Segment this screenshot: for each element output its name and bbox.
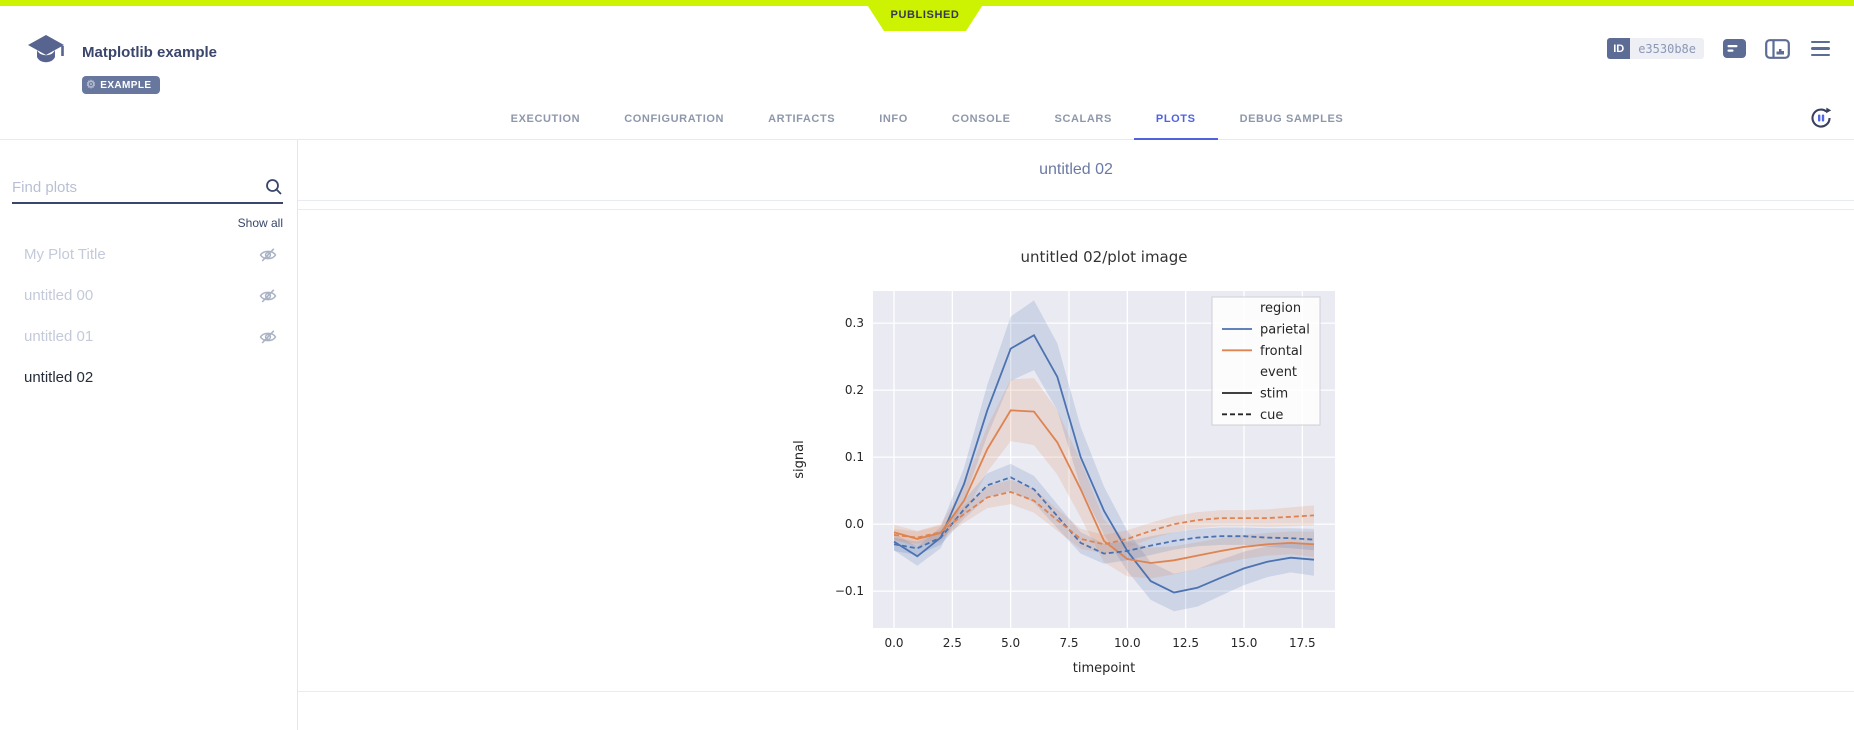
svg-text:5.0: 5.0 [1001,636,1020,650]
svg-text:timepoint: timepoint [1073,661,1136,676]
tab-label: PLOTS [1155,113,1196,125]
tab-label: INFO [879,113,908,125]
published-badge: PUBLISHED [864,0,986,31]
experiment-type-icon [26,33,66,74]
svg-text:0.1: 0.1 [845,450,864,464]
split-view-chart-icon[interactable] [1765,38,1790,59]
main-panel: untitled 02 untitled 02/plot image 0.0 2.5… [298,140,1854,730]
plots-sidebar: Show all My Plot Title untitled 00 [0,140,298,730]
eye-off-icon[interactable] [259,246,277,264]
svg-text:0.0: 0.0 [884,636,903,650]
example-tag: ⚙ EXAMPLE [82,76,161,94]
plot-item-label: My Plot Title [24,246,106,263]
id-label: ID [1607,38,1631,59]
tag-gear-icon: ⚙ [86,78,97,91]
svg-text:cue: cue [1260,408,1283,423]
svg-text:17.5: 17.5 [1289,636,1316,650]
svg-text:0.3: 0.3 [845,316,864,330]
metric-section-title: untitled 02 [298,140,1854,201]
svg-text:signal: signal [792,440,807,478]
details-panel-icon[interactable] [1723,39,1746,58]
plot-list: My Plot Title untitled 00 [12,234,283,398]
svg-text:15.0: 15.0 [1231,636,1258,650]
tab-plots[interactable]: PLOTS [1133,100,1218,140]
svg-text:2.5: 2.5 [943,636,962,650]
plot-card: untitled 02/plot image 0.0 2.5 5.0 7.5 10.0 12… [298,209,1854,692]
svg-text:region: region [1260,301,1301,316]
tab-configuration[interactable]: CONFIGURATION [602,100,746,140]
svg-text:event: event [1260,365,1297,380]
tab-artifacts[interactable]: ARTIFACTS [746,100,857,140]
plot-item-label: untitled 02 [24,369,94,386]
tab-label: ARTIFACTS [768,113,836,125]
svg-text:0.0: 0.0 [845,517,864,531]
plot-list-item[interactable]: untitled 02 [12,357,283,398]
search-icon[interactable] [265,178,283,196]
tab-label: DEBUG SAMPLES [1239,113,1344,125]
tab-label: SCALARS [1054,113,1112,125]
svg-text:12.5: 12.5 [1172,636,1199,650]
published-badge-label: PUBLISHED [890,8,960,21]
plot-search [12,178,283,204]
tab-bar: EXECUTION CONFIGURATION ARTIFACTS INFO C… [0,100,1854,140]
svg-text:−0.1: −0.1 [835,584,864,598]
tab-console[interactable]: CONSOLE [930,100,1033,140]
eye-off-icon[interactable] [259,328,277,346]
svg-text:0.2: 0.2 [845,383,864,397]
plot-list-item[interactable]: untitled 01 [12,316,283,357]
svg-text:stim: stim [1260,387,1288,402]
tab-scalars[interactable]: SCALARS [1033,100,1134,140]
tab-info[interactable]: INFO [857,100,930,140]
search-input[interactable] [12,178,265,196]
tab-label: CONSOLE [951,113,1011,125]
content: Show all My Plot Title untitled 00 [0,140,1854,730]
svg-text:7.5: 7.5 [1059,636,1078,650]
tab-label: EXECUTION [510,113,581,125]
example-tag-label: EXAMPLE [100,79,152,91]
show-all-link[interactable]: Show all [237,216,283,230]
experiment-title: Matplotlib example [82,44,218,61]
experiment-id-chip[interactable]: ID e3530b8e [1607,38,1704,59]
svg-text:parietal: parietal [1260,323,1310,338]
tab-execution[interactable]: EXECUTION [489,100,603,140]
auto-refresh-icon[interactable] [1807,104,1835,132]
tab-label: CONFIGURATION [624,113,725,125]
plot-item-label: untitled 01 [24,328,94,345]
svg-text:frontal: frontal [1260,344,1303,359]
header: Matplotlib example ⚙ EXAMPLE ID e3530b8e [0,0,1854,140]
plot-list-item[interactable]: untitled 00 [12,275,283,316]
header-actions: ID e3530b8e [1607,38,1832,59]
svg-text:10.0: 10.0 [1114,636,1141,650]
eye-off-icon[interactable] [259,287,277,305]
id-value: e3530b8e [1630,38,1704,59]
plot-list-item[interactable]: My Plot Title [12,234,283,275]
menu-icon[interactable] [1809,39,1832,59]
plot-item-label: untitled 00 [24,287,94,304]
svg-text:untitled 02/plot image: untitled 02/plot image [1020,248,1187,266]
chart: untitled 02/plot image 0.0 2.5 5.0 7.5 10.0 12… [770,235,1350,685]
tab-debug-samples[interactable]: DEBUG SAMPLES [1218,100,1366,140]
